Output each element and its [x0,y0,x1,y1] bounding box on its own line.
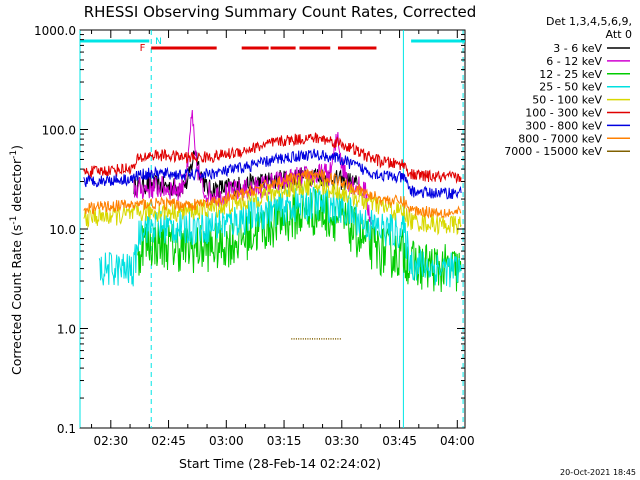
series-line [98,186,462,288]
y-axis-label-main: Corrected Count Rate (s [9,225,24,375]
series-line [83,175,462,236]
legend-entry-label: 25 - 50 keV [539,81,602,94]
series-line [83,132,462,184]
svg-text:Corrected Count Rate (s-1 dete: Corrected Count Rate (s-1 detector-1) [9,145,24,375]
flare-flag-label: F [140,43,146,54]
x-axis: 02:30 02:45 03:00 03:15 03:30 03:45 04:00 [91,30,475,448]
legend-entry-label: 800 - 7000 keV [518,132,602,145]
y-axis: 1000.0 100.0 10.0 1.0 0.1 [34,24,465,436]
x-axis-label: Start Time (28-Feb-14 02:24:02) [179,456,381,471]
legend-entry-label: 100 - 300 keV [525,107,602,120]
y-tick-label: 1000.0 [34,24,76,38]
x-tick-label: 02:45 [151,434,186,448]
footer-date: 20-Oct-2021 18:45 [560,468,636,477]
legend-entry-label: 12 - 25 keV [539,68,602,81]
chart-title: RHESSI Observing Summary Count Rates, Co… [84,3,477,21]
x-tick-label: 02:30 [94,434,129,448]
legend-entry-label: 6 - 12 keV [546,55,602,68]
y-axis-label: Corrected Count Rate (s-1 detector-1) [9,145,24,375]
legend-entry-label: 50 - 100 keV [532,94,602,107]
series-line [291,338,341,340]
x-tick-label: 04:00 [440,434,475,448]
x-tick-label: 03:15 [267,434,302,448]
series-line [83,168,462,220]
series-line [83,148,462,200]
y-axis-label-end: ) [9,145,24,150]
legend-entry-label: 3 - 6 keV [553,42,602,55]
legend-header-line-2: Att 0 [606,28,632,41]
y-tick-label: 1.0 [57,323,76,337]
x-tick-label: 03:30 [325,434,360,448]
y-axis-label-sup2: -1 [9,150,19,159]
legend-entry-label: 300 - 800 keV [525,119,602,132]
night-flag-label: N [155,37,162,47]
y-axis-label-sup1: -1 [9,216,19,225]
y-axis-label-mid: detector [9,158,24,216]
y-tick-label: 100.0 [42,124,76,138]
legend-entry-label: 7000 - 15000 keV [504,145,602,158]
y-tick-label: 10.0 [49,223,76,237]
legend-header-line-1: Det 1,3,4,5,6,9, [546,15,632,28]
plot-area: FN [79,29,466,429]
x-tick-label: 03:00 [209,434,244,448]
x-tick-label: 03:45 [382,434,417,448]
y-tick-label: 0.1 [57,422,76,436]
